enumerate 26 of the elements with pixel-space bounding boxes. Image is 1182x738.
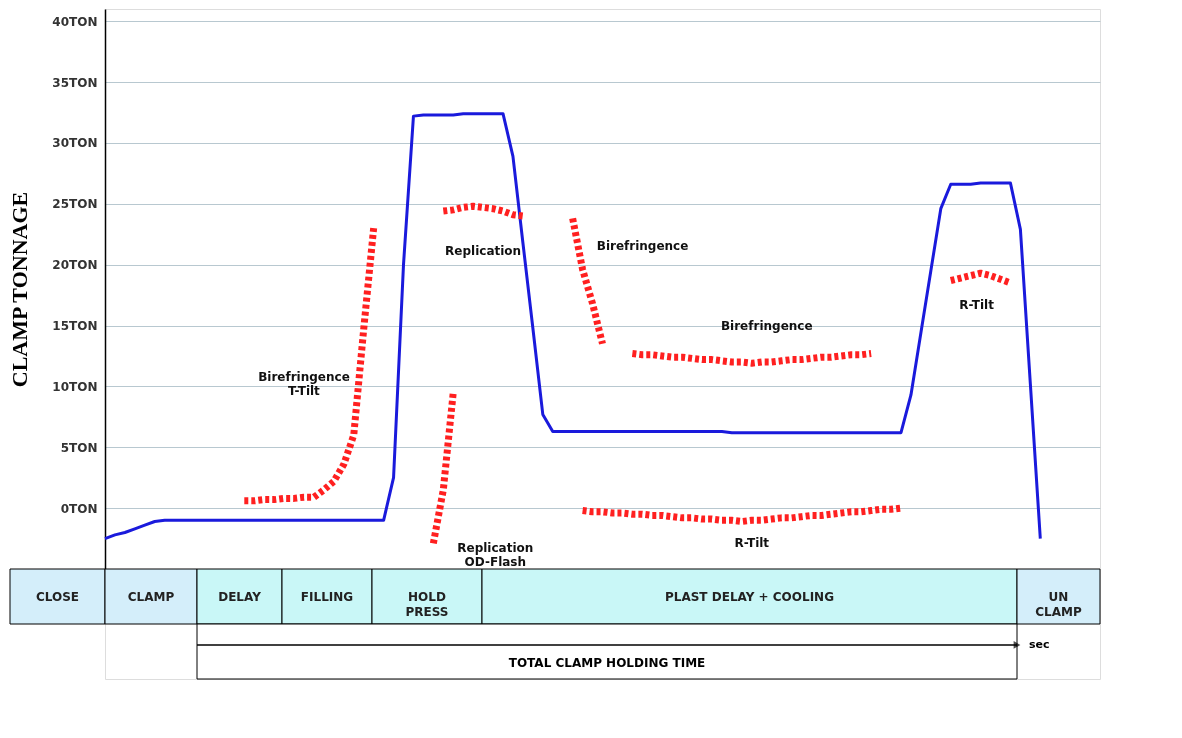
text: TOTAL CLAMP HOLDING TIME — [508, 655, 706, 670]
series-label: R-Tilt — [959, 298, 995, 313]
text: UN CLAMP — [1035, 589, 1082, 619]
y-tick-label: 20TON — [52, 258, 98, 273]
y-tick-label: 10TON — [52, 379, 98, 394]
y-tick-label: 25TON — [52, 197, 98, 212]
text: Replication — [445, 244, 522, 259]
y-tick-label: 40TON — [52, 14, 98, 29]
series-label: Replication OD-Flash — [457, 540, 534, 569]
series-label: R-Tilt — [734, 535, 770, 550]
y-tick-label: 30TON — [52, 136, 98, 151]
y-axis-title: CLAMP TONNAGE — [7, 191, 33, 388]
text: CLOSE — [35, 589, 80, 604]
text: Birefringence — [720, 319, 813, 334]
text: DELAY — [218, 589, 262, 604]
text: sec — [1029, 637, 1050, 651]
text: CLAMP — [127, 589, 175, 604]
series-label: Birefringence T-Tilt — [258, 370, 350, 399]
text: FILLING — [300, 589, 354, 604]
text: HOLD PRESS — [405, 589, 449, 619]
y-tick-label: 15TON — [52, 319, 98, 334]
series-label: Birefringence — [596, 238, 689, 253]
y-tick-label: 0TON — [60, 501, 98, 516]
text: PLAST DELAY + COOLING — [665, 589, 834, 604]
y-tick-label: 35TON — [52, 75, 98, 90]
y-tick-label: 5TON — [60, 440, 98, 455]
